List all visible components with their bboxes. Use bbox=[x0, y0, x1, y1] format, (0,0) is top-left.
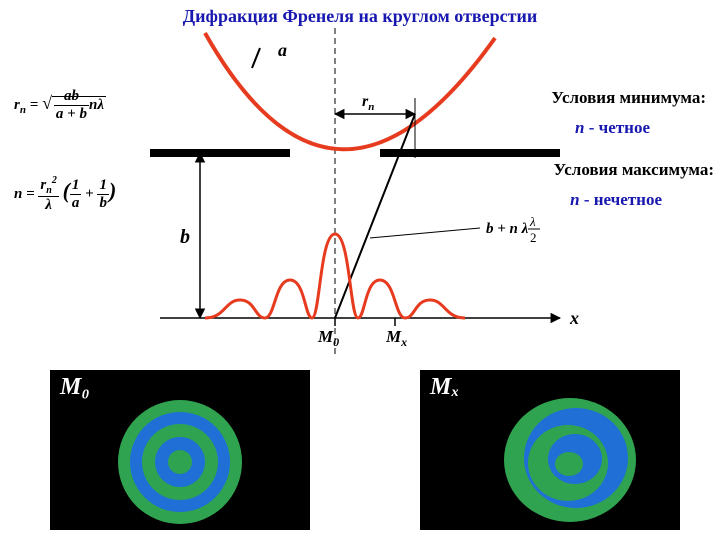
label-b: b bbox=[180, 226, 190, 248]
intensity-curve bbox=[205, 234, 465, 318]
label-Mx: Mx bbox=[385, 327, 407, 349]
main-diagram: a rn b + n λ λ 2 b x M0 Mx bbox=[0, 28, 720, 358]
label-M0: M0 bbox=[317, 327, 339, 349]
label-rn: rn bbox=[362, 93, 374, 113]
svg-text:λ: λ bbox=[529, 214, 536, 229]
panel-Mx: Mₓ bbox=[420, 370, 680, 530]
panel-M0-label: M₀ bbox=[60, 374, 90, 401]
page-title: Дифракция Френеля на круглом отверстии bbox=[183, 6, 537, 27]
pointer-line bbox=[370, 228, 480, 238]
label-bn: b + n λ bbox=[486, 221, 529, 237]
svg-text:2: 2 bbox=[530, 230, 537, 245]
wavefront-curve bbox=[205, 33, 495, 149]
label-a: a bbox=[278, 40, 287, 60]
label-x: x bbox=[569, 308, 579, 328]
panel-Mx-label: Mₓ bbox=[430, 374, 460, 401]
panel-M0: M₀ bbox=[50, 370, 310, 530]
